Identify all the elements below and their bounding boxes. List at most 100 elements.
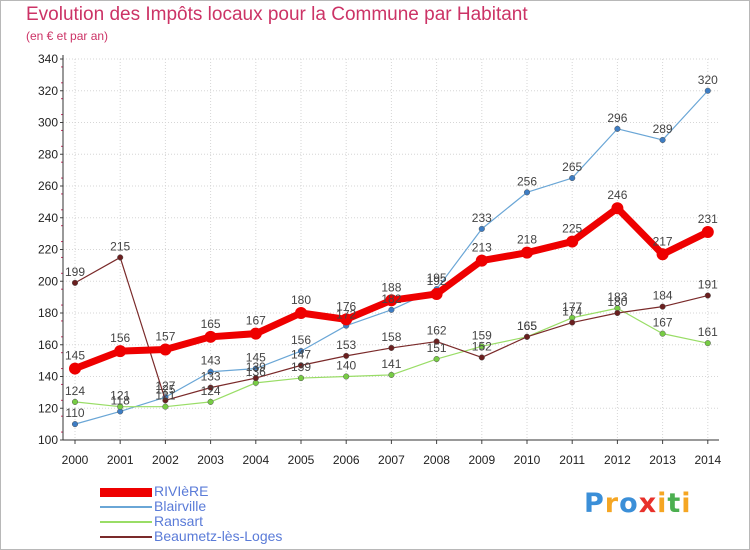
y-tick-label: 200	[38, 274, 58, 288]
x-tick-label: 2014	[694, 453, 721, 467]
data-point-RIVIèRE	[611, 202, 624, 215]
data-label-Ransart: 124	[65, 384, 85, 398]
y-tick-label: 220	[38, 243, 58, 257]
data-point-Beaumetz-lès-Loges	[117, 254, 124, 261]
y-tick-label: 160	[38, 338, 58, 352]
data-point-Ransart	[162, 403, 169, 410]
logo-letter: P	[584, 488, 605, 519]
data-label-Beaumetz-lès-Loges: 215	[110, 239, 130, 253]
data-point-Beaumetz-lès-Loges	[659, 303, 666, 310]
chart-subtitle: (en € et par an)	[26, 29, 109, 43]
data-label-Ransart: 183	[607, 290, 627, 304]
data-label-RIVIèRE: 167	[246, 314, 266, 328]
data-label-RIVIèRE: 156	[110, 331, 130, 345]
data-point-RIVIèRE	[521, 246, 533, 259]
data-point-RIVIèRE	[159, 343, 172, 356]
data-label-Beaumetz-lès-Loges: 158	[381, 330, 401, 344]
data-point-Beaumetz-lès-Loges	[71, 279, 79, 286]
chart-legend: RIVIèRE Blairville Ransart Beaumetz-lès-Log…	[100, 483, 400, 544]
data-label-RIVIèRE: 246	[607, 188, 627, 202]
x-tick-label: 2005	[288, 453, 315, 467]
y-tick-label: 240	[38, 211, 58, 225]
legend-swatch	[100, 506, 152, 508]
data-label-Ransart: 136	[246, 365, 266, 379]
x-tick-label: 2008	[423, 453, 450, 467]
data-point-Blairville	[569, 175, 576, 182]
data-label-Blairville: 156	[291, 333, 311, 347]
data-point-RIVIèRE	[701, 226, 714, 239]
legend-label: Beaumetz-lès-Loges	[154, 528, 283, 544]
legend-item: Ransart	[100, 513, 400, 529]
data-label-RIVIèRE: 225	[562, 222, 582, 236]
data-label-Blairville: 265	[562, 160, 582, 174]
data-point-Beaumetz-lès-Loges	[614, 309, 621, 317]
data-label-RIVIèRE: 157	[155, 330, 175, 344]
data-point-Ransart	[478, 343, 485, 350]
data-label-Blairville: 143	[201, 354, 221, 368]
data-point-Beaumetz-lès-Loges	[343, 352, 350, 359]
data-label-Ransart: 124	[201, 384, 221, 398]
legend-item: Beaumetz-lès-Loges	[100, 528, 400, 544]
data-label-Ransart: 161	[698, 325, 718, 339]
data-label-Beaumetz-lès-Loges: 180	[607, 295, 627, 309]
data-point-Ransart	[433, 355, 440, 363]
data-point-Ransart	[117, 403, 124, 410]
x-tick-label: 2012	[604, 453, 631, 467]
data-label-Beaumetz-lès-Loges: 147	[291, 347, 311, 361]
data-point-Beaumetz-lès-Loges	[252, 375, 259, 382]
data-point-RIVIèRE	[475, 254, 488, 267]
data-point-RIVIèRE	[656, 248, 669, 261]
data-label-RIVIèRE: 180	[291, 293, 311, 307]
data-point-Ransart	[71, 398, 79, 405]
data-label-Beaumetz-lès-Loges: 165	[517, 319, 537, 333]
data-label-Ransart: 151	[427, 341, 447, 355]
x-tick-label: 2006	[333, 453, 360, 467]
legend-label: Ransart	[154, 513, 204, 529]
data-label-Beaumetz-lès-Loges: 133	[201, 370, 221, 384]
data-label-Ransart: 177	[562, 300, 582, 314]
legend-item: Blairville	[100, 498, 400, 514]
data-point-Blairville	[388, 306, 395, 313]
data-point-Blairville	[207, 368, 214, 375]
x-tick-label: 2011	[559, 453, 585, 467]
data-label-Ransart: 165	[517, 319, 537, 333]
legend-item: RIVIèRE	[100, 483, 400, 499]
y-tick-label: 340	[38, 52, 58, 66]
data-label-Ransart: 121	[110, 389, 130, 403]
y-tick-label: 140	[38, 370, 58, 384]
x-tick-label: 2000	[62, 453, 89, 467]
data-label-RIVIèRE: 192	[427, 274, 447, 288]
data-point-Blairville	[252, 365, 259, 372]
data-point-Blairville	[659, 136, 666, 144]
data-point-Blairville	[523, 189, 531, 196]
data-point-Blairville	[614, 125, 621, 132]
legend-swatch	[100, 521, 152, 523]
data-point-Beaumetz-lès-Loges	[162, 397, 169, 404]
legend-swatch	[100, 536, 152, 538]
data-label-RIVIèRE: 176	[336, 299, 356, 313]
data-label-Beaumetz-lès-Loges: 153	[336, 338, 356, 352]
y-tick-label: 280	[38, 147, 58, 161]
data-label-RIVIèRE: 213	[472, 241, 492, 255]
data-label-Ransart: 140	[336, 359, 356, 373]
data-point-Blairville	[478, 225, 485, 232]
data-point-RIVIèRE	[114, 345, 127, 358]
x-tick-label: 2003	[197, 453, 224, 467]
data-point-RIVIèRE	[430, 287, 443, 300]
legend-label: RIVIèRE	[154, 483, 209, 499]
data-point-Blairville	[704, 87, 711, 94]
legend-label: Blairville	[154, 498, 207, 514]
data-point-RIVIèRE	[204, 330, 217, 343]
logo-letter: i	[657, 488, 668, 519]
data-point-Ransart	[704, 340, 711, 347]
y-tick-label: 180	[38, 306, 58, 320]
logo-letter: x	[638, 488, 658, 519]
data-label-Blairville: 172	[336, 308, 356, 322]
data-label-Beaumetz-lès-Loges: 139	[246, 360, 266, 374]
data-point-Ransart	[659, 330, 666, 337]
data-label-Blairville: 256	[517, 174, 537, 188]
logo-letter: i	[681, 488, 692, 519]
data-point-Beaumetz-lès-Loges	[388, 344, 395, 351]
x-tick-label: 2010	[514, 453, 541, 467]
